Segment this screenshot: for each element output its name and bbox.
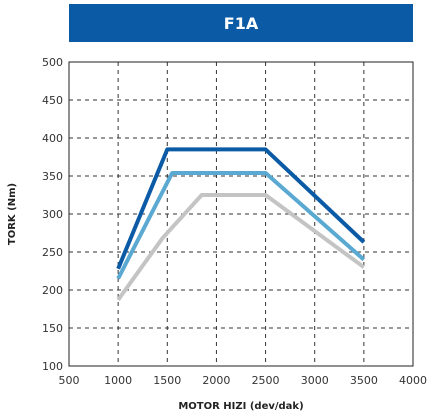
y-tick-label: 300 bbox=[42, 208, 63, 221]
y-tick-label: 400 bbox=[42, 132, 63, 145]
x-tick-label: 500 bbox=[59, 374, 80, 387]
y-tick-label: 350 bbox=[42, 170, 63, 183]
x-tick-label: 2500 bbox=[252, 374, 280, 387]
y-tick-label: 150 bbox=[42, 322, 63, 335]
series-line-1 bbox=[116, 147, 366, 270]
y-tick-label: 250 bbox=[42, 246, 63, 259]
y-axis-label: TORK (Nm) bbox=[7, 183, 18, 245]
chart-title: F1A bbox=[69, 4, 413, 42]
series-line-3 bbox=[116, 193, 366, 302]
series-layer bbox=[116, 147, 366, 302]
y-tick-label: 200 bbox=[42, 284, 63, 297]
y-tick-labels: 100 150 200 250 300 350 400 450 500 bbox=[42, 56, 63, 373]
x-tick-label: 2000 bbox=[202, 374, 230, 387]
y-tick-label: 450 bbox=[42, 94, 63, 107]
x-tick-label: 1000 bbox=[104, 374, 132, 387]
grid-lines bbox=[69, 62, 413, 366]
x-tick-label: 3000 bbox=[301, 374, 329, 387]
x-tick-label: 1500 bbox=[153, 374, 181, 387]
y-tick-label: 100 bbox=[42, 360, 63, 373]
x-tick-label: 3500 bbox=[350, 374, 378, 387]
y-tick-label: 500 bbox=[42, 56, 63, 69]
x-tick-label: 4000 bbox=[399, 374, 427, 387]
x-axis-label: MOTOR HIZI (dev/dak) bbox=[178, 401, 303, 412]
plot-frame bbox=[68, 61, 414, 367]
x-tick-labels: 500 1000 1500 2000 2500 3000 3500 4000 bbox=[59, 374, 428, 387]
series-line-2 bbox=[116, 170, 366, 280]
